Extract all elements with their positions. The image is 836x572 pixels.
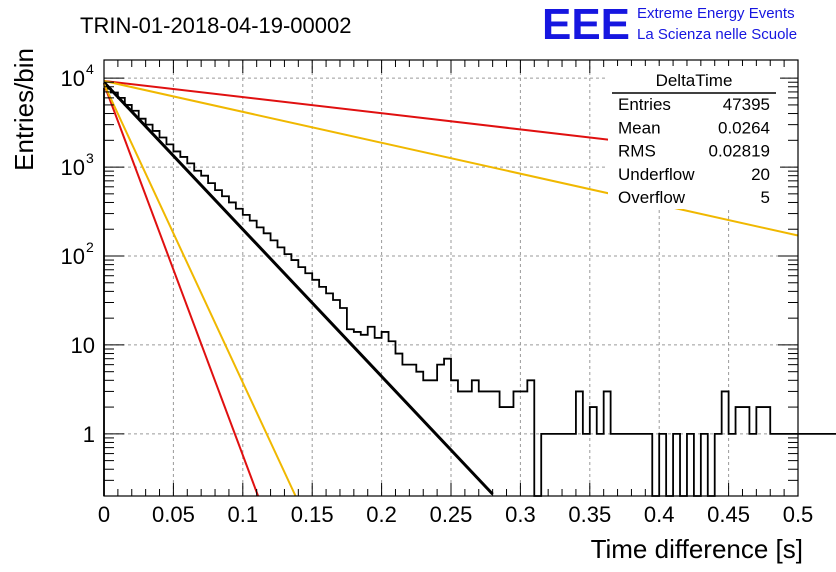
stats-row-value: 0.02819 [709,142,770,161]
x-axis-title: Time difference [s] [591,534,803,564]
eee-logo-line2: La Scienza nelle Scuole [637,26,797,43]
histogram-outline [103,87,836,497]
y-tick-label: 10 [71,333,95,358]
x-tick-label: 0.1 [228,502,259,527]
chart-title: TRIN-01-2018-04-19-00002 [80,13,352,38]
y-tick-label: 10 [61,155,85,180]
eee-logo: EEE Extreme Energy Events La Scienza nel… [542,0,797,49]
x-tick-label: 0.5 [783,502,814,527]
x-tick-label: 0.2 [366,502,397,527]
tick-labels-layer: 0 0.05 0.1 0.15 0.2 0.25 0.3 0.35 0.4 0.45 0.5 1 10 1… [61,61,814,527]
y-tick-exponent: 3 [86,150,94,166]
y-tick-label: 10 [61,244,85,269]
x-tick-label: 0.4 [644,502,675,527]
histogram-layer [103,87,836,497]
y-tick-exponent: 4 [86,61,94,77]
stats-row-label: RMS [618,142,656,161]
x-tick-label: 0.45 [707,502,750,527]
stats-row-label: Overflow [618,188,686,207]
x-tick-label: 0.05 [152,502,195,527]
stats-box-title: DeltaTime [656,71,733,90]
eee-logo-line1: Extreme Energy Events [637,5,795,22]
stats-row-value: 0.0264 [718,118,770,137]
fit-line-4 [103,79,799,237]
stats-row-value: 47395 [723,95,770,114]
eee-logo-mark: EEE [542,0,630,49]
y-axis-title: Entries/bin [9,48,39,171]
stats-row-label: Mean [618,118,661,137]
stats-row-label: Underflow [618,165,695,184]
x-tick-label: 0.15 [291,502,334,527]
x-tick-label: 0 [98,502,110,527]
stats-row-value: 5 [761,188,770,207]
x-tick-label: 0.25 [430,502,473,527]
stats-box: DeltaTime Entries 47395 Mean 0.0264 RMS 0.028… [608,66,780,209]
stats-row-value: 20 [751,165,770,184]
y-tick-label: 10 [61,66,85,91]
x-tick-label: 0.35 [568,502,611,527]
x-tick-label: 0.3 [505,502,536,527]
stats-box-rows: Entries 47395 Mean 0.0264 RMS 0.02819 Underflo… [618,95,770,207]
stats-box-background [608,66,780,209]
stats-row-label: Entries [618,95,671,114]
ticks-layer [103,60,799,497]
fit-line-5 [103,83,297,497]
y-tick-exponent: 2 [86,239,94,255]
y-tick-label: 1 [83,422,95,447]
fit-line-3 [103,83,260,497]
fit-line-1 [102,81,494,496]
